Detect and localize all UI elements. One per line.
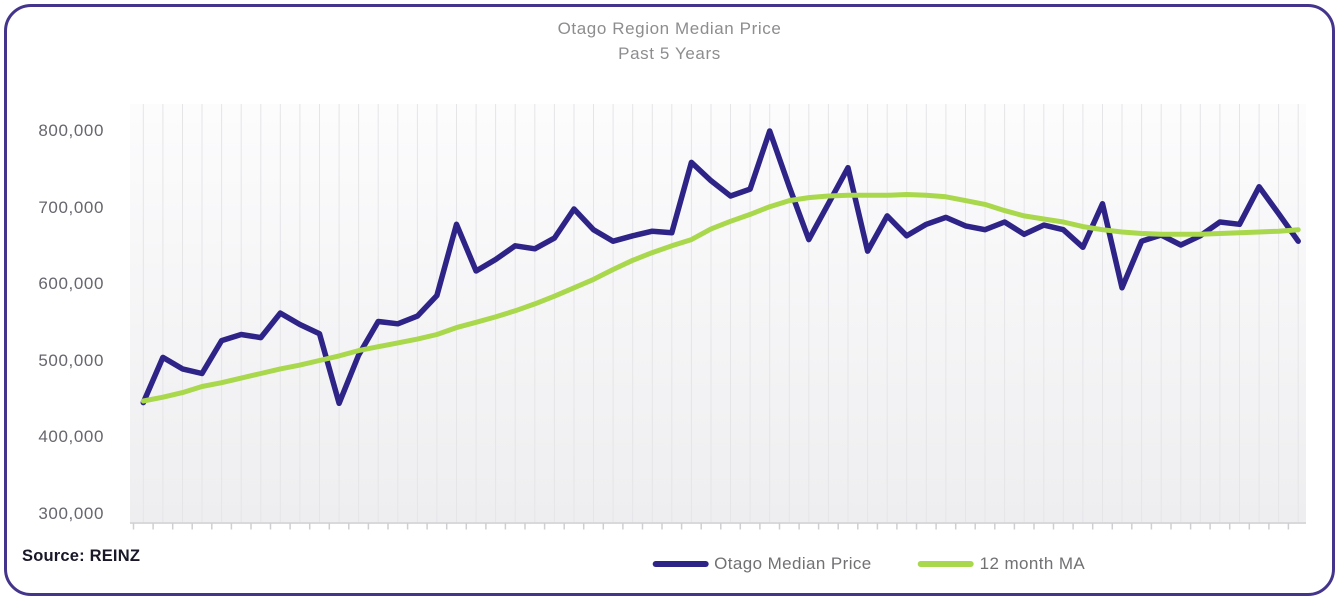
y-tick-label: 700,000 [38,198,104,217]
y-tick-label: 800,000 [38,121,104,140]
chart-title: Otago Region Median Price [557,19,782,38]
legend-label-ma: 12 month MA [979,554,1086,573]
moving-average-line [140,192,1301,404]
source-label: Source: REINZ [22,547,141,565]
y-axis-labels: 800,000 700,000 600,000 500,000 400,000 300,0… [0,0,112,600]
chart-title-block: Otago Region Median Price Past 5 Years [0,16,1339,66]
y-tick-label: 400,000 [38,427,104,446]
chart-legend: Otago Median Price 12 month MA [652,554,1085,574]
y-tick-label: 500,000 [38,351,104,370]
legend-item-median-price: Otago Median Price [652,554,871,574]
legend-label-median-price: Otago Median Price [714,554,872,573]
y-tick-label: 300,000 [38,504,104,523]
chart-subtitle: Past 5 Years [618,44,721,63]
legend-item-ma: 12 month MA [917,554,1086,574]
median-price-line [140,128,1301,407]
legend-swatch-median-price-icon [652,561,709,567]
plot-background [130,104,1306,523]
y-tick-label: 600,000 [38,274,104,293]
legend-swatch-ma-icon [917,561,974,567]
